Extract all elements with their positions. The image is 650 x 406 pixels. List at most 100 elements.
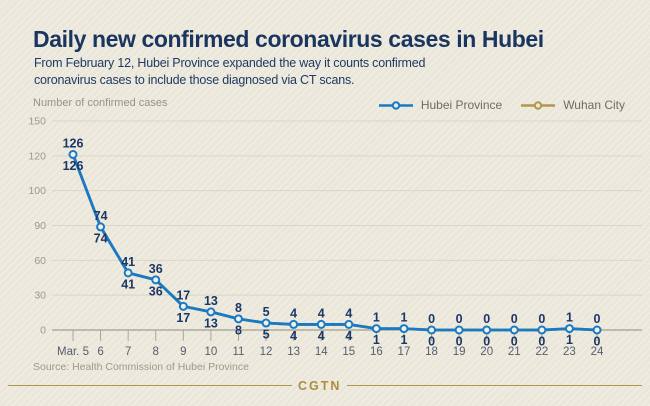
- value-label-below: 13: [204, 316, 218, 330]
- data-point-marker: [509, 325, 519, 335]
- data-point-marker: [371, 324, 381, 334]
- data-point-marker: [178, 301, 188, 311]
- x-tick-label: 14: [315, 346, 328, 358]
- value-label-above: 0: [428, 312, 435, 326]
- y-tick-label: 90: [34, 220, 46, 232]
- data-point-marker: [96, 222, 106, 232]
- x-tick-label: 24: [591, 346, 604, 358]
- value-label-below: 0: [538, 335, 545, 349]
- x-tick-label: Mar. 5: [57, 346, 89, 358]
- value-label-below: 0: [511, 335, 518, 349]
- y-tick-label: 150: [28, 116, 46, 128]
- value-label-below: 1: [373, 333, 380, 347]
- page-title: Daily new confirmed coronavirus cases in…: [33, 26, 544, 52]
- x-tick-label: 20: [480, 346, 493, 358]
- data-point-marker: [123, 268, 133, 278]
- value-label-above: 8: [235, 301, 242, 315]
- legend-label-wuhan: Wuhan City: [563, 98, 625, 112]
- value-label-above: 1: [373, 311, 380, 325]
- value-label-above: 4: [345, 306, 352, 320]
- x-tick-label: 6: [97, 346, 103, 358]
- value-label-above: 0: [456, 312, 463, 326]
- value-label-below: 17: [176, 311, 190, 325]
- value-label-above: 4: [290, 306, 297, 320]
- x-tick-label: 22: [535, 346, 548, 358]
- value-label-below: 126: [63, 159, 84, 173]
- data-point-marker: [592, 325, 602, 335]
- value-label-above: 36: [149, 262, 163, 276]
- x-tick-label: 11: [233, 346, 245, 358]
- value-label-below: 4: [318, 329, 325, 343]
- legend-line-marker-icon: [521, 100, 556, 110]
- data-point-marker: [206, 307, 216, 317]
- value-label-below: 1: [566, 333, 573, 347]
- value-label-below: 0: [483, 335, 490, 349]
- value-label-above: 0: [594, 312, 601, 326]
- value-label-above: 1: [400, 311, 407, 325]
- cgtn-logo: CGTN: [298, 378, 342, 393]
- value-label-above: 13: [204, 294, 218, 308]
- legend-item-hubei: Hubei Province: [378, 98, 502, 112]
- value-label-below: 0: [594, 335, 601, 349]
- data-point-marker: [261, 318, 271, 328]
- subtitle-line-2: coronavirus cases to include those diagn…: [34, 73, 355, 87]
- legend-label-hubei: Hubei Province: [420, 98, 503, 112]
- legend-line-marker-icon: [378, 100, 413, 110]
- value-label-above: 0: [483, 312, 490, 326]
- legend-item-wuhan: Wuhan City: [520, 98, 625, 112]
- x-tick-label: 12: [260, 346, 273, 358]
- x-tick-label: 19: [453, 346, 466, 358]
- x-tick-label: 17: [398, 346, 411, 358]
- x-tick-label: 15: [342, 346, 355, 358]
- value-label-above: 17: [176, 288, 190, 302]
- x-tick-label: 16: [370, 346, 383, 358]
- data-point-marker: [454, 325, 464, 335]
- data-point-marker: [564, 324, 574, 334]
- x-tick-label: 10: [205, 346, 218, 358]
- value-label-above: 4: [318, 306, 325, 320]
- series-line-wuhan-city: [71, 153, 599, 332]
- y-tick-label: 0: [40, 325, 46, 337]
- value-label-above: 126: [63, 136, 84, 150]
- value-label-above: 74: [94, 209, 108, 223]
- x-tick-label: 8: [153, 346, 159, 358]
- data-point-marker: [289, 319, 299, 329]
- series-line-hubei-province: [71, 153, 599, 332]
- value-label-below: 0: [428, 335, 435, 349]
- subtitle-line-1: From February 12, Hubei Province expande…: [34, 56, 426, 70]
- value-label-below: 5: [263, 328, 270, 342]
- value-label-below: 4: [290, 329, 297, 343]
- value-label-below: 1: [400, 333, 407, 347]
- data-point-marker: [316, 319, 326, 329]
- source-note: Source: Health Commission of Hubei Provi…: [33, 361, 249, 373]
- value-label-above: 41: [121, 255, 135, 269]
- value-label-below: 36: [149, 284, 163, 298]
- y-tick-label: 30: [34, 290, 46, 302]
- x-tick-label: 7: [125, 346, 131, 358]
- value-label-above: 0: [511, 312, 518, 326]
- y-tick-label: 100: [28, 185, 46, 197]
- data-point-marker: [482, 325, 492, 335]
- footer-rule-left: [8, 385, 292, 386]
- y-tick-label: 60: [34, 255, 46, 267]
- value-label-above: 0: [538, 312, 545, 326]
- data-point-marker: [537, 325, 547, 335]
- data-point-marker: [427, 325, 437, 335]
- value-label-below: 0: [456, 335, 463, 349]
- data-point-marker: [151, 275, 161, 285]
- x-tick-label: 23: [563, 346, 576, 358]
- y-tick-label: 120: [28, 150, 46, 162]
- value-label-above: 1: [566, 311, 573, 325]
- value-label-below: 41: [121, 277, 135, 291]
- x-tick-label: 18: [425, 346, 438, 358]
- value-label-below: 8: [235, 323, 242, 337]
- data-point-marker: [344, 319, 354, 329]
- footer-rule-right: [347, 385, 642, 386]
- footer: CGTN: [8, 378, 642, 393]
- value-label-below: 4: [345, 329, 352, 343]
- data-point-marker: [399, 324, 409, 334]
- chart-legend: Hubei Province Wuhan City: [378, 98, 625, 112]
- data-point-marker: [68, 149, 78, 159]
